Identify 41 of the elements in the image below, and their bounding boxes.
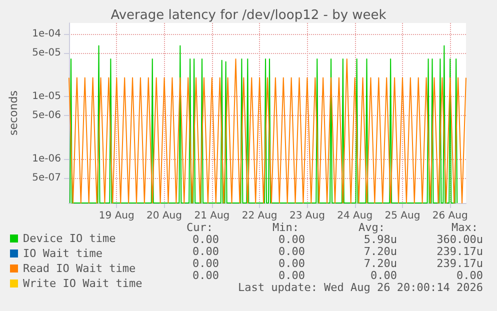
legend-label: Read IO Wait time [23, 262, 136, 275]
y-tick-label: 5e-05 [32, 47, 61, 58]
legend-label: IO Wait time [23, 247, 102, 260]
x-tick-label: 20 Aug [146, 210, 182, 222]
legend-label: Device IO time [23, 232, 116, 245]
x-tick-label: 21 Aug [194, 210, 230, 222]
x-tick-label: 22 Aug [242, 210, 278, 222]
x-tick-label: 23 Aug [289, 210, 325, 222]
x-tick-label: 25 Aug [384, 210, 420, 222]
x-tick-label: 19 Aug [98, 210, 134, 222]
text: 0.00 [192, 257, 220, 270]
text: Last update: Wed Aug 26 20:00:14 2026 [238, 281, 484, 294]
text: 0.00 [278, 257, 306, 270]
x-tick-label: 24 Aug [337, 210, 373, 222]
text: 0.00 [192, 269, 220, 282]
text: 0.00 [192, 233, 220, 246]
y-tick-label: 1e-04 [32, 28, 61, 40]
x-tick-label: 26 Aug [432, 210, 468, 222]
text: 360.00u [436, 233, 483, 246]
text: 239.17u [436, 257, 483, 270]
y-tick-label: 5e-07 [32, 172, 61, 184]
text: Cur: [186, 221, 214, 234]
text: 239.17u [436, 245, 483, 258]
text: 5.98u [364, 233, 398, 246]
text: Max: [452, 221, 478, 234]
y-tick-label: 5e-06 [32, 110, 61, 121]
y-tick-label: 1e-06 [32, 154, 61, 165]
text: 0.00 [278, 233, 306, 246]
text: 7.20u [364, 257, 398, 270]
text: 0.00 [278, 245, 306, 258]
legend-label: Write IO Wait time [23, 277, 142, 290]
text: 0.00 [192, 245, 220, 258]
text: 0.00 [456, 269, 484, 282]
text: Avg: [358, 221, 386, 234]
text: 0.00 [278, 269, 306, 282]
chart-title: Average latency for /dev/loop12 - by week [110, 8, 387, 23]
text: Min: [272, 221, 300, 234]
text: 7.20u [364, 245, 398, 258]
y-axis-title: seconds [7, 90, 20, 136]
y-tick-label: 1e-05 [32, 91, 61, 102]
text: 0.00 [370, 269, 398, 282]
